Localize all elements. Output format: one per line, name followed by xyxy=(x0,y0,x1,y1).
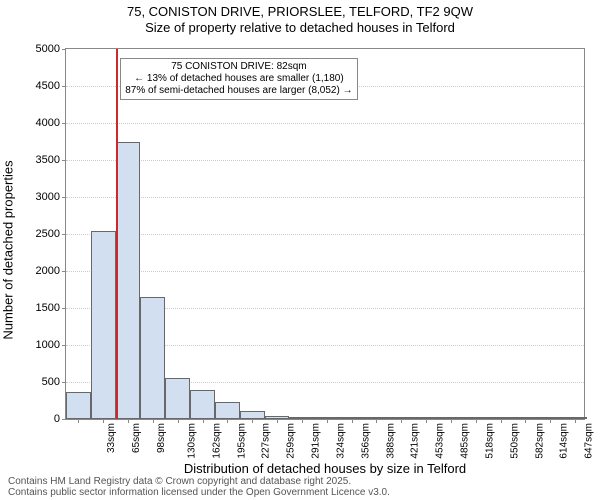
x-tick-mark xyxy=(550,419,551,423)
x-tick-mark xyxy=(103,419,104,423)
x-tick-mark xyxy=(327,419,328,423)
x-tick-mark xyxy=(376,419,377,423)
y-tick-mark xyxy=(62,419,66,420)
y-tick-label: 3500 xyxy=(36,154,60,166)
histogram-bar xyxy=(66,392,91,419)
x-tick-mark xyxy=(153,419,154,423)
histogram-bar xyxy=(91,231,116,419)
y-tick-label: 500 xyxy=(42,376,60,388)
histogram-bar xyxy=(116,142,141,420)
x-tick-label: 65sqm xyxy=(131,423,142,453)
histogram-bar xyxy=(215,402,240,419)
x-tick-mark xyxy=(476,419,477,423)
x-tick-mark xyxy=(575,419,576,423)
x-tick-label: 518sqm xyxy=(484,423,495,459)
x-tick-mark xyxy=(78,419,79,423)
y-tick-label: 1500 xyxy=(36,302,60,314)
x-tick-mark xyxy=(203,419,204,423)
y-tick-label: 2500 xyxy=(36,228,60,240)
title-line-2: Size of property relative to detached ho… xyxy=(0,20,600,36)
x-tick-mark xyxy=(178,419,179,423)
x-tick-label: 195sqm xyxy=(236,423,247,459)
title-line-1: 75, CONISTON DRIVE, PRIORSLEE, TELFORD, … xyxy=(0,4,600,20)
y-tick-mark xyxy=(62,308,66,309)
histogram-bar xyxy=(240,411,265,419)
x-tick-label: 291sqm xyxy=(311,423,322,459)
annotation-line: 75 CONISTON DRIVE: 82sqm xyxy=(125,61,352,73)
x-tick-mark xyxy=(525,419,526,423)
x-tick-mark xyxy=(401,419,402,423)
attribution-line-1: Contains HM Land Registry data © Crown c… xyxy=(8,476,390,487)
y-tick-mark xyxy=(62,234,66,235)
gridline xyxy=(66,160,584,161)
histogram-bar xyxy=(190,390,215,419)
x-tick-label: 162sqm xyxy=(211,423,222,459)
gridline xyxy=(66,271,584,272)
y-tick-mark xyxy=(62,123,66,124)
x-tick-label: 388sqm xyxy=(385,423,396,459)
x-tick-label: 227sqm xyxy=(261,423,272,459)
y-tick-mark xyxy=(62,271,66,272)
x-tick-label: 130sqm xyxy=(186,423,197,459)
histogram-bar xyxy=(140,297,165,419)
y-tick-mark xyxy=(62,197,66,198)
x-tick-mark xyxy=(227,419,228,423)
y-tick-label: 2000 xyxy=(36,265,60,277)
annotation-box: 75 CONISTON DRIVE: 82sqm← 13% of detache… xyxy=(120,58,357,100)
gridline xyxy=(66,123,584,124)
annotation-line: 87% of semi-detached houses are larger (… xyxy=(125,85,352,97)
y-tick-label: 1000 xyxy=(36,339,60,351)
x-tick-mark xyxy=(277,419,278,423)
y-tick-mark xyxy=(62,160,66,161)
attribution-block: Contains HM Land Registry data © Crown c… xyxy=(8,476,390,498)
x-tick-label: 98sqm xyxy=(156,423,167,453)
x-tick-label: 485sqm xyxy=(460,423,471,459)
x-tick-label: 647sqm xyxy=(584,423,595,459)
x-tick-mark xyxy=(451,419,452,423)
x-tick-label: 550sqm xyxy=(509,423,520,459)
annotation-line: ← 13% of detached houses are smaller (1,… xyxy=(125,73,352,85)
y-axis-label: Number of detached properties xyxy=(1,160,16,339)
y-tick-mark xyxy=(62,86,66,87)
x-tick-mark xyxy=(501,419,502,423)
y-tick-label: 0 xyxy=(54,413,60,425)
x-tick-mark xyxy=(252,419,253,423)
y-tick-mark xyxy=(62,49,66,50)
x-tick-label: 453sqm xyxy=(435,423,446,459)
histogram-bar xyxy=(165,378,190,419)
gridline xyxy=(66,234,584,235)
x-tick-mark xyxy=(128,419,129,423)
x-tick-mark xyxy=(426,419,427,423)
x-tick-label: 33sqm xyxy=(106,423,117,453)
x-tick-label: 259sqm xyxy=(286,423,297,459)
marker-line xyxy=(116,49,118,419)
y-tick-mark xyxy=(62,382,66,383)
x-tick-label: 614sqm xyxy=(559,423,570,459)
attribution-line-2: Contains public sector information licen… xyxy=(8,487,390,498)
x-tick-mark xyxy=(352,419,353,423)
y-tick-label: 3000 xyxy=(36,191,60,203)
x-tick-label: 421sqm xyxy=(410,423,421,459)
x-tick-label: 356sqm xyxy=(360,423,371,459)
chart-container: 75, CONISTON DRIVE, PRIORSLEE, TELFORD, … xyxy=(0,0,600,500)
y-tick-mark xyxy=(62,345,66,346)
gridline xyxy=(66,197,584,198)
y-tick-label: 4500 xyxy=(36,80,60,92)
title-block: 75, CONISTON DRIVE, PRIORSLEE, TELFORD, … xyxy=(0,0,600,35)
x-tick-label: 324sqm xyxy=(335,423,346,459)
y-tick-label: 5000 xyxy=(36,43,60,55)
x-tick-label: 582sqm xyxy=(534,423,545,459)
x-axis-label: Distribution of detached houses by size … xyxy=(65,461,585,476)
y-tick-label: 4000 xyxy=(36,117,60,129)
plot-area: 0500100015002000250030003500400045005000… xyxy=(65,48,585,420)
x-tick-mark xyxy=(302,419,303,423)
